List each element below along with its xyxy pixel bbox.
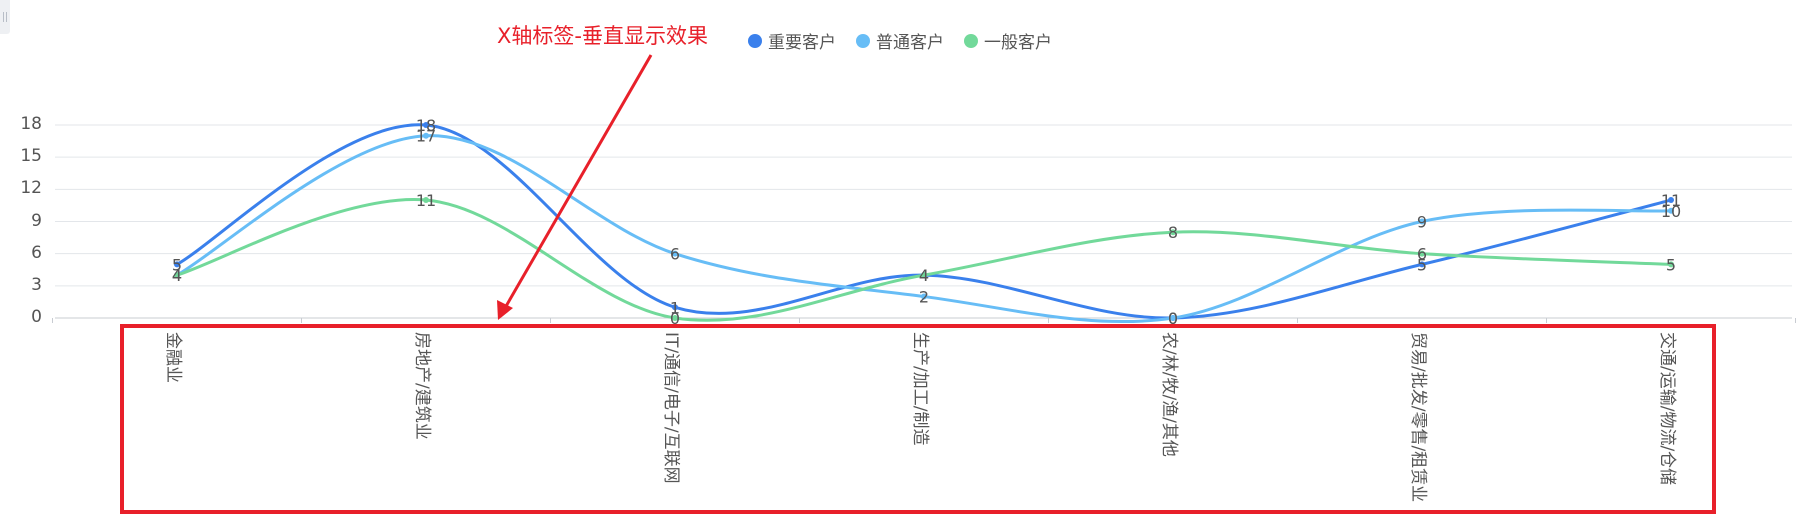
data-point	[921, 293, 927, 300]
data-point	[423, 197, 429, 204]
data-point	[1419, 261, 1425, 268]
y-tick-label: 12	[20, 178, 42, 199]
legend-label: 普通客户	[876, 33, 944, 53]
data-point	[672, 250, 678, 257]
data-point	[1170, 229, 1176, 236]
y-tick-label: 18	[20, 114, 42, 134]
legend-swatch-icon	[856, 33, 870, 48]
annotation-arrowhead	[497, 300, 513, 320]
legend-swatch-icon	[964, 33, 978, 48]
data-point	[1668, 197, 1674, 204]
legend-label: 重要客户	[768, 33, 836, 53]
annotation-highlight-box	[120, 324, 1716, 514]
y-tick-label: 3	[31, 274, 42, 295]
data-point	[423, 122, 429, 128]
data-label: 0	[670, 309, 680, 328]
data-label: 11	[416, 191, 436, 210]
data-label: 2	[919, 288, 929, 307]
data-label: 18	[416, 116, 436, 135]
data-label: 5	[1666, 255, 1676, 274]
data-point	[1419, 250, 1425, 257]
data-point	[1419, 218, 1425, 225]
data-point	[423, 132, 429, 139]
legend: 重要客户 普通客户 一般客户	[748, 28, 1052, 53]
y-tick-label: 0	[31, 307, 42, 327]
data-label: 5	[1417, 255, 1427, 274]
data-point	[1668, 207, 1674, 214]
data-point	[1170, 315, 1176, 321]
legend-item[interactable]: 重要客户	[748, 28, 836, 53]
data-point	[672, 304, 678, 311]
legend-swatch-icon	[748, 33, 762, 48]
legend-label: 一般客户	[984, 33, 1052, 53]
y-tick-label: 6	[31, 242, 42, 263]
y-tick-label: 9	[31, 210, 42, 231]
data-label: 0	[1168, 309, 1178, 328]
data-label: 5	[172, 255, 182, 274]
annotation-text: X轴标签-垂直显示效果	[497, 24, 708, 48]
data-point	[672, 315, 678, 321]
data-label: 11	[1661, 191, 1681, 210]
data-point	[174, 272, 180, 279]
annotation-arrow	[503, 54, 653, 309]
data-label: 8	[1168, 223, 1178, 242]
data-label: 4	[172, 266, 182, 285]
data-label: 17	[416, 127, 436, 146]
data-label: 6	[670, 245, 680, 264]
data-label: 9	[1417, 213, 1427, 232]
legend-item[interactable]: 一般客户	[964, 28, 1052, 53]
data-point	[174, 261, 180, 268]
y-tick-label: 15	[20, 146, 42, 167]
drag-handle-icon[interactable]	[0, 0, 10, 34]
data-label: 1	[670, 298, 680, 317]
legend-item[interactable]: 普通客户	[856, 28, 944, 53]
data-label: 6	[1417, 245, 1427, 264]
data-point	[1668, 261, 1674, 268]
data-label: 10	[1661, 202, 1681, 221]
data-label: 4	[919, 266, 929, 285]
data-point	[921, 272, 927, 279]
